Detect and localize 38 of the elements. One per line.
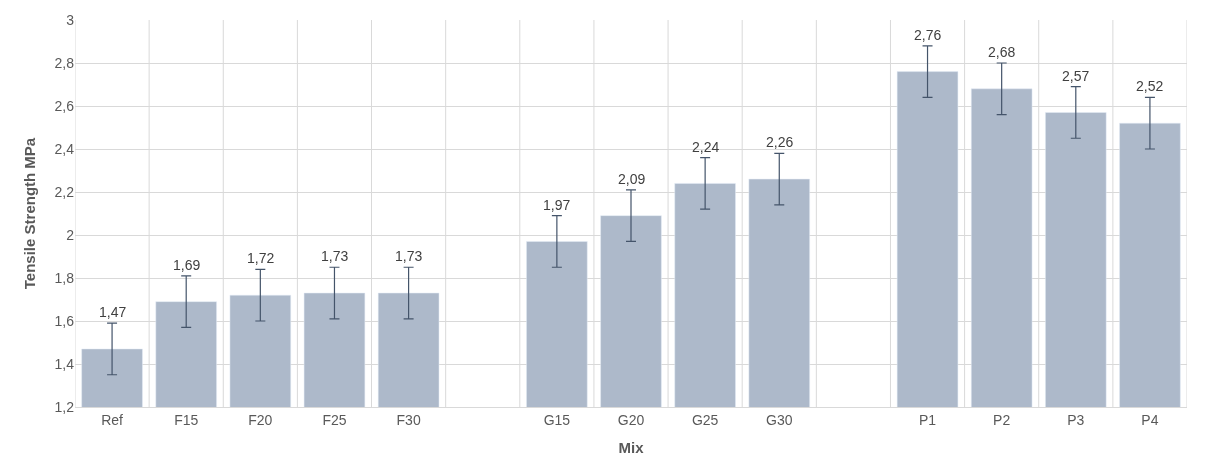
y-tick-label: 3 — [66, 11, 75, 28]
data-label: 2,09 — [618, 171, 646, 187]
x-tick-label: G20 — [617, 411, 645, 428]
data-label: 2,52 — [1136, 78, 1164, 94]
y-axis-title: Tensile Strength MPa — [20, 137, 38, 290]
x-tick-label: F15 — [174, 411, 199, 428]
x-tick-label: P4 — [1141, 411, 1159, 428]
x-tick-label: F25 — [322, 411, 347, 428]
x-tick-label: F30 — [396, 411, 421, 428]
data-label: 1,73 — [321, 248, 349, 264]
y-tick-label: 1,6 — [54, 312, 75, 329]
data-label: 1,47 — [99, 304, 127, 320]
x-tick-label: P1 — [918, 411, 937, 428]
x-tick-label: F20 — [248, 411, 273, 428]
x-tick-label: Ref — [101, 411, 124, 428]
y-tick-label: 2,6 — [54, 97, 75, 114]
y-tick-label: 2,4 — [54, 140, 75, 157]
data-label: 2,24 — [692, 139, 720, 155]
y-tick-label: 2,8 — [54, 54, 75, 71]
x-tick-label: G30 — [766, 411, 793, 428]
data-label: 1,72 — [247, 250, 275, 266]
data-label: 1,73 — [395, 248, 423, 264]
y-tick-label: 2 — [66, 226, 75, 243]
data-label: 2,57 — [1062, 68, 1090, 84]
data-label: 2,26 — [766, 134, 794, 150]
x-axis-title: Mix — [618, 438, 645, 456]
data-label: 2,76 — [914, 27, 942, 43]
x-tick-label: P2 — [993, 411, 1011, 428]
y-tick-label: 2,2 — [54, 183, 75, 200]
data-label: 1,97 — [543, 197, 571, 213]
y-tick-label: 1,8 — [54, 269, 75, 286]
x-tick-label: G15 — [543, 411, 571, 428]
data-label: 2,68 — [988, 44, 1016, 60]
y-tick-label: 1,4 — [54, 355, 75, 372]
x-tick-label: P3 — [1067, 411, 1085, 428]
x-tick-label: G25 — [691, 411, 719, 428]
data-label: 1,69 — [173, 257, 201, 273]
y-tick-label: 1,2 — [54, 398, 75, 415]
